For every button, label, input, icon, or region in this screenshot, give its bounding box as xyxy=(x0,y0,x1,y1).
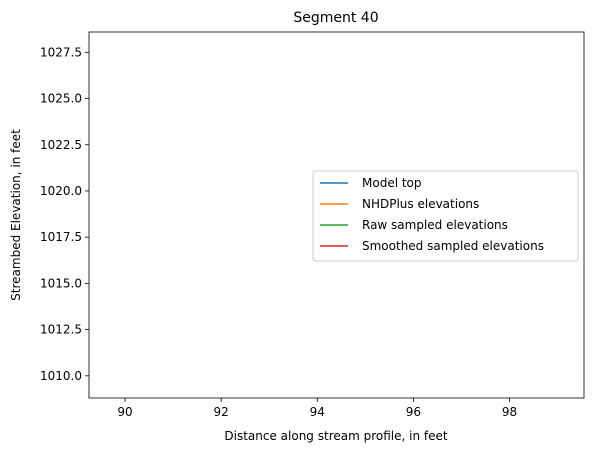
legend-label: Model top xyxy=(362,176,422,190)
legend-entries: Model top NHDPlus elevations Raw sampled e… xyxy=(320,176,544,253)
legend-label: NHDPlus elevations xyxy=(362,197,479,211)
y-axis-label: Streambed Elevation, in feet xyxy=(9,129,23,301)
y-tick-label: 1010.0 xyxy=(40,369,82,383)
plot-frame xyxy=(88,31,585,399)
legend-label: Smoothed sampled elevations xyxy=(362,239,544,253)
y-tick-label: 1012.5 xyxy=(40,323,82,337)
y-tick-label: 1022.5 xyxy=(40,138,82,152)
legend: Model top NHDPlus elevations Raw sampled e… xyxy=(312,170,579,262)
x-tick-label: 92 xyxy=(214,405,229,419)
legend-label: Raw sampled elevations xyxy=(362,218,508,232)
legend-box xyxy=(312,170,579,262)
y-tick-label: 1025.0 xyxy=(40,92,82,106)
y-tick-label: 1020.0 xyxy=(40,184,82,198)
chart-title: Segment 40 xyxy=(293,10,378,26)
x-tick-label: 94 xyxy=(310,405,325,419)
x-axis-label: Distance along stream profile, in feet xyxy=(224,429,447,443)
y-axis-ticks: 1010.0 1012.5 1015.0 1017.5 1020.0 1022.5 1025… xyxy=(40,45,89,383)
x-tick-label: 96 xyxy=(406,405,421,419)
y-tick-label: 1017.5 xyxy=(40,230,82,244)
y-tick-label: 1027.5 xyxy=(40,45,82,59)
x-axis-ticks: 90 92 94 96 98 xyxy=(117,398,517,419)
y-tick-label: 1015.0 xyxy=(40,276,82,290)
x-tick-label: 90 xyxy=(117,405,132,419)
x-tick-label: 98 xyxy=(502,405,517,419)
